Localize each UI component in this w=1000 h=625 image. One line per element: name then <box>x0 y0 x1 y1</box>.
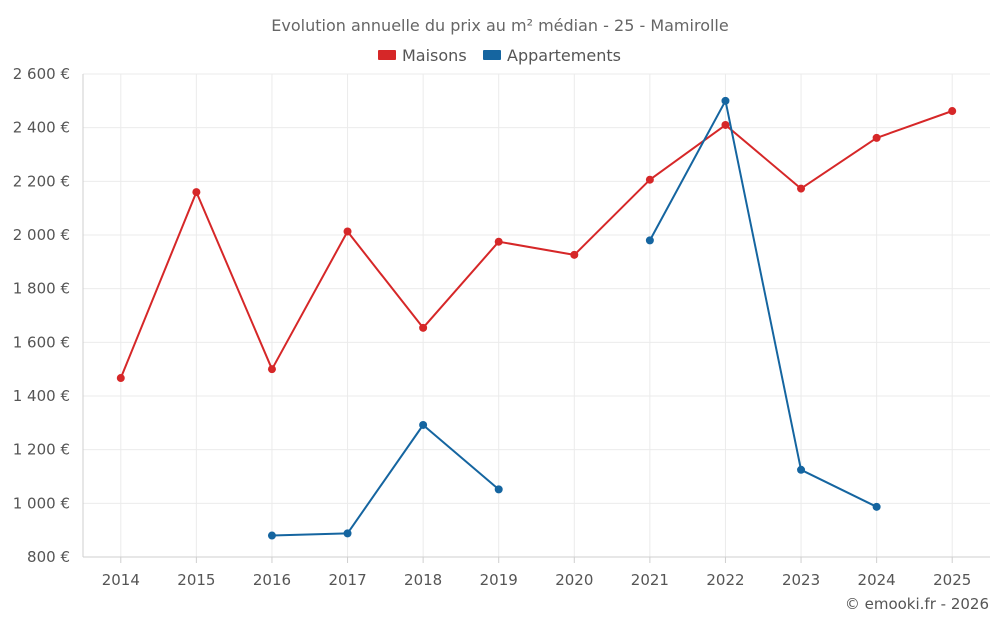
series-line-maisons <box>119 110 953 379</box>
data-point-maisons[interactable] <box>872 133 881 142</box>
x-tick-label: 2017 <box>328 571 366 589</box>
legend: Maisons Appartements <box>378 46 621 65</box>
data-point-maisons[interactable] <box>797 184 806 193</box>
y-tick-label: 2 000 € <box>13 226 70 244</box>
y-tick-label: 800 € <box>27 548 70 566</box>
data-point-maisons[interactable] <box>419 323 428 332</box>
x-tick-label: 2022 <box>706 571 744 589</box>
y-tick-label: 2 400 € <box>13 119 70 137</box>
data-point-maisons[interactable] <box>721 120 730 129</box>
x-tick-label: 2018 <box>404 571 442 589</box>
y-tick-label: 1 600 € <box>13 333 70 351</box>
x-tick-label: 2020 <box>555 571 593 589</box>
grid <box>83 73 990 557</box>
data-point-appartements[interactable] <box>721 96 730 105</box>
series-layer <box>116 96 957 540</box>
series-line-appartements <box>649 99 878 508</box>
data-point-maisons[interactable] <box>948 107 957 116</box>
y-tick-label: 1 200 € <box>13 441 70 459</box>
legend-label-maisons: Maisons <box>402 46 467 65</box>
data-point-maisons[interactable] <box>343 227 352 236</box>
y-tick-label: 1 800 € <box>13 280 70 298</box>
data-point-appartements[interactable] <box>343 529 352 538</box>
legend-item-appartements[interactable]: Appartements <box>483 46 621 65</box>
data-point-appartements[interactable] <box>797 465 806 474</box>
data-point-maisons[interactable] <box>645 175 654 184</box>
x-tick-label: 2025 <box>933 571 971 589</box>
x-tick-label: 2024 <box>858 571 896 589</box>
legend-swatch-appartements <box>483 50 501 60</box>
series-maisons <box>116 107 957 383</box>
x-tick-label: 2014 <box>102 571 140 589</box>
y-tick-label: 2 200 € <box>13 172 70 190</box>
axes: 800 € 1 000 € 1 200 € 1 400 € 1 600 € 1 800 €… <box>13 65 990 589</box>
data-point-maisons[interactable] <box>192 188 201 197</box>
x-tick-label: 2019 <box>480 571 518 589</box>
y-tick-label: 2 600 € <box>13 65 70 83</box>
x-tick-label: 2021 <box>631 571 669 589</box>
y-tick-label: 1 000 € <box>13 494 70 512</box>
data-point-maisons[interactable] <box>116 374 125 383</box>
data-point-appartements[interactable] <box>645 236 654 245</box>
x-tick-label: 2016 <box>253 571 291 589</box>
credit-text: © emooki.fr - 2026 <box>845 595 989 613</box>
legend-label-appartements: Appartements <box>507 46 621 65</box>
legend-swatch-maisons <box>378 50 396 60</box>
data-point-appartements[interactable] <box>872 502 881 511</box>
legend-item-maisons[interactable]: Maisons <box>378 46 467 65</box>
x-tick-label: 2015 <box>177 571 215 589</box>
data-point-appartements[interactable] <box>267 531 276 540</box>
x-tick-label: 2023 <box>782 571 820 589</box>
data-point-maisons[interactable] <box>570 250 579 259</box>
data-point-appartements[interactable] <box>419 420 428 429</box>
data-point-maisons[interactable] <box>267 365 276 374</box>
data-point-appartements[interactable] <box>494 485 503 494</box>
data-point-maisons[interactable] <box>494 237 503 246</box>
series-line-appartements <box>271 424 500 537</box>
chart-title: Evolution annuelle du prix au m² médian … <box>271 16 728 35</box>
series-appartements <box>267 96 881 540</box>
y-tick-label: 1 400 € <box>13 387 70 405</box>
